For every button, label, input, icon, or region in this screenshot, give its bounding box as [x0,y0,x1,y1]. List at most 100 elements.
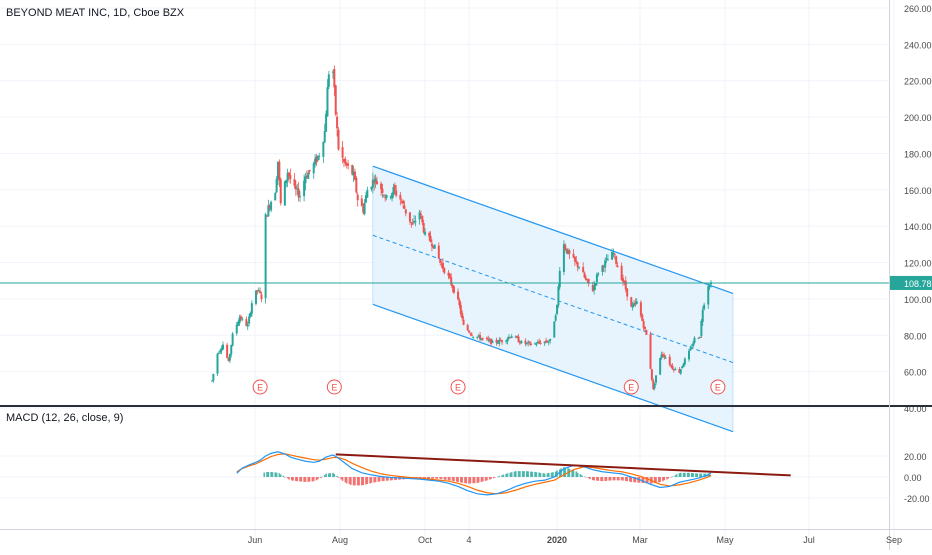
macd-histogram-bar [543,473,546,477]
macd-histogram-bar [290,477,293,481]
macd-histogram-bar [568,468,571,477]
candle-body [356,194,359,201]
macd-histogram-bar [374,477,377,483]
y-tick-label: 140.00 [904,222,932,232]
last-price-badge [890,275,932,290]
macd-histogram-bar [323,475,326,477]
candle-body [230,344,233,355]
macd-histogram-bar [321,476,323,478]
candle-body [558,270,561,288]
macd-histogram-bar [312,477,315,482]
macd-histogram-bar [514,471,517,477]
candle-body [587,278,590,284]
candle-body [323,131,326,143]
candle-body [334,85,337,115]
macd-histogram-bar [534,471,536,477]
candle-body [307,172,310,179]
earnings-marker-label: E [715,383,721,393]
macd-histogram-bar [387,477,389,481]
y-tick-label: 20.00 [904,452,927,462]
candle-body [527,342,530,344]
candle-body [264,214,267,299]
candle-body [572,253,575,258]
macd-histogram-bar [579,474,582,477]
macd-histogram-bar [505,473,507,477]
candle-body [333,69,336,88]
candle-body [389,196,392,198]
candle-body [699,336,702,338]
macd-histogram-bar [424,477,426,479]
candle-body [370,186,373,190]
candle-body [466,324,469,331]
x-tick-label: Jun [248,535,263,545]
macd-histogram-bar [494,477,496,478]
candle-body [659,357,662,375]
candle-body [573,256,576,262]
candle-body [217,352,220,354]
candle-body [395,190,398,196]
macd-histogram-bar [378,477,381,482]
candle-body [270,201,273,211]
candle-body [701,309,704,323]
macd-histogram-bar [366,477,369,484]
macd-histogram-bar [270,471,272,477]
candle-body [429,235,432,243]
macd-histogram-bar [295,477,297,481]
candle-body [373,181,376,184]
regression-channel [372,165,734,433]
macd-histogram-bar [439,477,441,479]
candle-body [268,205,271,209]
candle-body [664,357,667,359]
candle-body [553,321,556,338]
candle-body [564,245,567,250]
candle-body [641,314,644,321]
candle-body [254,290,257,304]
candle-body [355,177,358,193]
macd-histogram-bar [286,477,289,479]
macd-histogram-bar [613,477,616,481]
macd-histogram-bar [275,472,278,477]
macd-histogram-bar [461,477,463,483]
macd-histogram-bar [358,477,360,486]
candle-body [534,343,537,345]
candle-body [661,354,664,356]
candle-body [341,147,344,158]
earnings-marker-label: E [455,383,461,393]
earnings-marker [252,379,268,395]
macd-histogram-bar [319,477,322,479]
candle-body [336,116,339,129]
candle-body [286,172,289,181]
candle-body [360,198,363,207]
candle-body [633,303,636,306]
candle-body [650,369,653,380]
candle-body [525,342,528,344]
candle-body [458,299,461,306]
candle-body [399,195,402,200]
candle-body [391,193,394,199]
candle-body [593,285,596,291]
candle-body [652,380,655,389]
candle-body [674,368,677,371]
macd-histogram-bar [472,477,474,484]
candle-body [595,274,598,282]
candle-body [597,273,600,275]
candle-body [499,339,502,341]
macd-histogram-bar [571,469,573,477]
candle-body [351,165,354,175]
candle-body [708,285,711,287]
macd-histogram-bar [667,477,670,479]
y-tick-label: 120.00 [904,259,932,269]
macd-histogram-bar [620,477,623,481]
candle-body [430,243,433,247]
candle-body [352,171,355,176]
macd-histogram-bar [604,477,606,482]
macd-histogram-bar [352,477,355,486]
y-tick-label: 160.00 [904,186,932,196]
macd-histogram-bar [300,477,303,482]
macd-histogram-bar [502,474,505,477]
candles [211,65,712,391]
x-tick-label: 2020 [547,535,567,545]
macd-histogram-bar [266,471,268,477]
candle-body [490,338,493,345]
